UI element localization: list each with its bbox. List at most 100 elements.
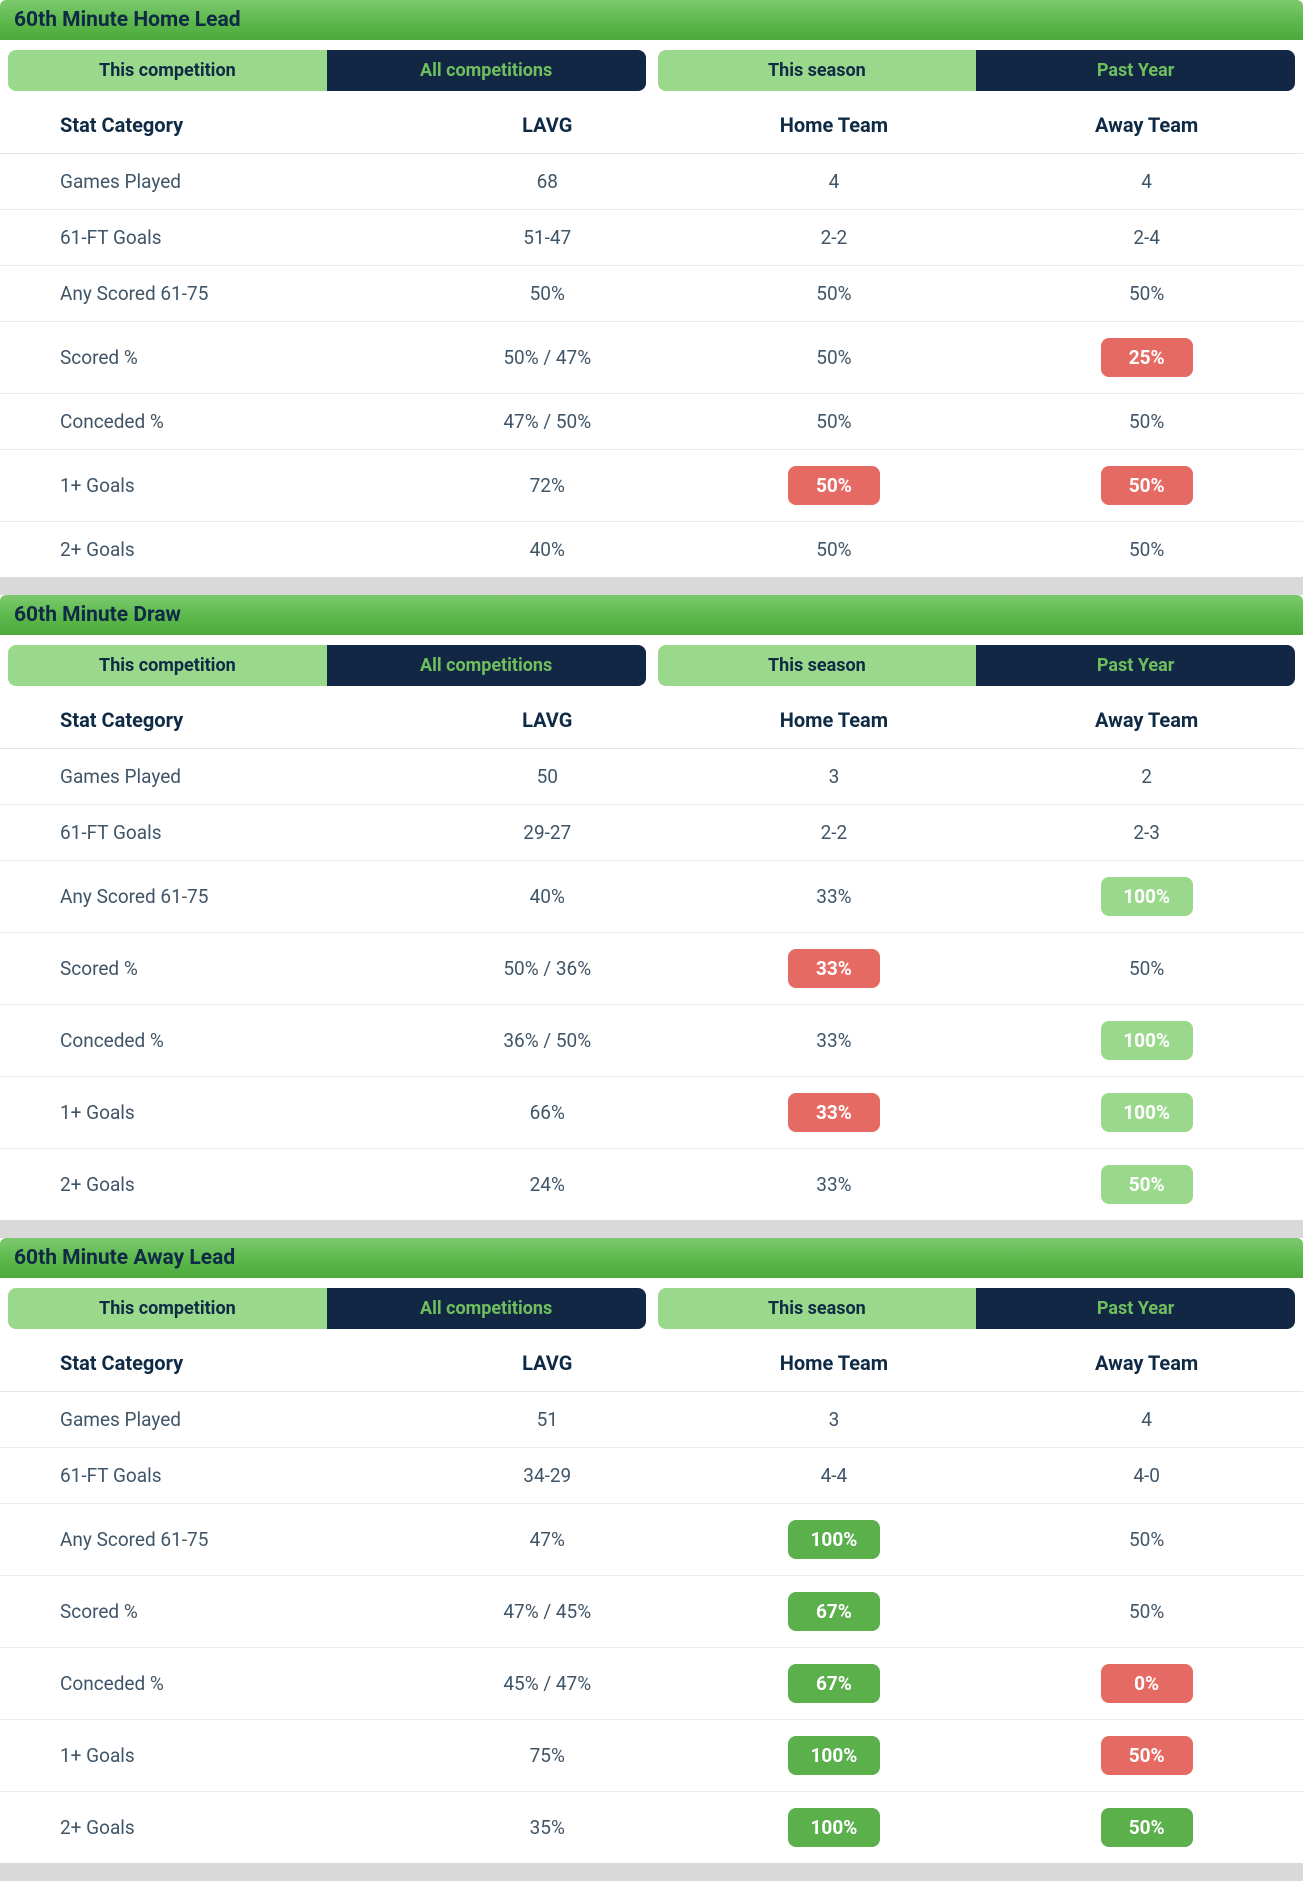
home-badge: 100% (788, 1736, 880, 1775)
col-header-lavg: LAVG (417, 97, 678, 154)
col-header-cat: Stat Category (0, 692, 417, 749)
tab-all-competitions[interactable]: All competitions (327, 50, 646, 91)
cell-lavg: 66% (417, 1077, 678, 1149)
section-title: 60th Minute Draw (0, 595, 1303, 635)
table-row: 2+ Goals24%33%50% (0, 1149, 1303, 1221)
away-badge: 50% (1101, 1808, 1193, 1847)
cell-away: 100% (990, 1077, 1303, 1149)
away-text: 4 (1141, 170, 1152, 193)
home-text: 33% (816, 1029, 851, 1052)
cell-away: 4 (990, 154, 1303, 210)
table-row: Games Played5134 (0, 1392, 1303, 1448)
home-text: 33% (816, 885, 851, 908)
cell-home: 50% (678, 450, 991, 522)
cell-cat: 1+ Goals (0, 1077, 417, 1149)
col-header-away: Away Team (990, 97, 1303, 154)
tab-past-year[interactable]: Past Year (976, 50, 1295, 91)
home-text: 3 (829, 1408, 840, 1431)
section-1: 60th Minute DrawThis competitionAll comp… (0, 595, 1303, 1220)
tab-this-competition[interactable]: This competition (8, 1288, 327, 1329)
cell-home: 100% (678, 1720, 991, 1792)
home-text: 4 (829, 170, 840, 193)
cell-home: 4-4 (678, 1448, 991, 1504)
home-text: 50% (816, 282, 851, 305)
cell-home: 33% (678, 1005, 991, 1077)
cell-lavg: 47% / 45% (417, 1576, 678, 1648)
tab-group-season: This seasonPast Year (658, 1288, 1296, 1329)
col-header-home: Home Team (678, 1335, 991, 1392)
away-badge: 25% (1101, 338, 1193, 377)
table-row: Conceded %36% / 50%33%100% (0, 1005, 1303, 1077)
cell-home: 33% (678, 861, 991, 933)
cell-away: 50% (990, 933, 1303, 1005)
away-text: 4 (1141, 1408, 1152, 1431)
away-text: 50% (1129, 538, 1164, 561)
away-text: 50% (1129, 957, 1164, 980)
cell-cat: Games Played (0, 749, 417, 805)
cell-lavg: 40% (417, 522, 678, 578)
cell-lavg: 51-47 (417, 210, 678, 266)
col-header-home: Home Team (678, 692, 991, 749)
table-row: 2+ Goals40%50%50% (0, 522, 1303, 578)
cell-lavg: 75% (417, 1720, 678, 1792)
cell-cat: Conceded % (0, 394, 417, 450)
cell-home: 33% (678, 1077, 991, 1149)
tab-this-season[interactable]: This season (658, 1288, 977, 1329)
tab-past-year[interactable]: Past Year (976, 1288, 1295, 1329)
tab-this-competition[interactable]: This competition (8, 50, 327, 91)
tab-this-season[interactable]: This season (658, 645, 977, 686)
tab-past-year[interactable]: Past Year (976, 645, 1295, 686)
cell-home: 50% (678, 394, 991, 450)
table-row: 1+ Goals72%50%50% (0, 450, 1303, 522)
cell-cat: Scored % (0, 322, 417, 394)
table-row: Scored %50% / 47%50% 25% (0, 322, 1303, 394)
cell-home: 3 (678, 749, 991, 805)
home-text: 33% (816, 1173, 851, 1196)
tabs-row: This competitionAll competitions This sea… (0, 635, 1303, 692)
cell-away: 50% (990, 1504, 1303, 1576)
tab-group-season: This seasonPast Year (658, 645, 1296, 686)
cell-away: 0% (990, 1648, 1303, 1720)
cell-home: 50% (678, 266, 991, 322)
cell-cat: Scored % (0, 1576, 417, 1648)
col-header-cat: Stat Category (0, 97, 417, 154)
tab-group-competition: This competitionAll competitions (8, 1288, 646, 1329)
col-header-lavg: LAVG (417, 692, 678, 749)
stats-table: Stat CategoryLAVGHome TeamAway TeamGames… (0, 97, 1303, 577)
cell-away: 100% (990, 1005, 1303, 1077)
home-text: 3 (829, 765, 840, 788)
cell-away: 50% (990, 1720, 1303, 1792)
table-header-row: Stat CategoryLAVGHome TeamAway Team (0, 692, 1303, 749)
tab-this-competition[interactable]: This competition (8, 645, 327, 686)
home-text: 2-2 (821, 821, 848, 844)
tab-all-competitions[interactable]: All competitions (327, 645, 646, 686)
tabs-row: This competitionAll competitions This sea… (0, 40, 1303, 97)
table-row: 1+ Goals66%33%100% (0, 1077, 1303, 1149)
cell-lavg: 47% (417, 1504, 678, 1576)
away-text: 2-3 (1133, 821, 1160, 844)
cell-away: 50% (990, 1576, 1303, 1648)
table-row: Conceded %45% / 47%67%0% (0, 1648, 1303, 1720)
cell-lavg: 36% / 50% (417, 1005, 678, 1077)
tab-group-competition: This competitionAll competitions (8, 50, 646, 91)
cell-away: 2 (990, 749, 1303, 805)
table-row: Games Played5032 (0, 749, 1303, 805)
home-badge: 50% (788, 466, 880, 505)
cell-home: 50% (678, 522, 991, 578)
home-badge: 33% (788, 949, 880, 988)
tab-all-competitions[interactable]: All competitions (327, 1288, 646, 1329)
table-row: 2+ Goals35%100%50% (0, 1792, 1303, 1864)
cell-cat: 61-FT Goals (0, 805, 417, 861)
cell-home: 67% (678, 1576, 991, 1648)
cell-lavg: 72% (417, 450, 678, 522)
cell-lavg: 50% / 36% (417, 933, 678, 1005)
cell-away: 4 (990, 1392, 1303, 1448)
away-text: 50% (1129, 410, 1164, 433)
section-title: 60th Minute Home Lead (0, 0, 1303, 40)
cell-cat: Any Scored 61-75 (0, 266, 417, 322)
cell-lavg: 51 (417, 1392, 678, 1448)
tab-this-season[interactable]: This season (658, 50, 977, 91)
cell-home: 50% (678, 322, 991, 394)
cell-lavg: 50% / 47% (417, 322, 678, 394)
tabs-row: This competitionAll competitions This sea… (0, 1278, 1303, 1335)
